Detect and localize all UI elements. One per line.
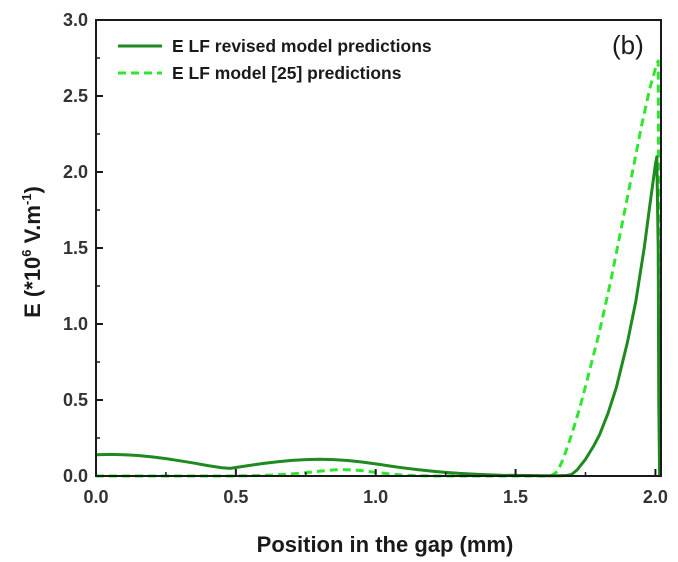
x-tick-label: 2.0	[643, 487, 668, 507]
x-axis-title: Position in the gap (mm)	[257, 532, 514, 557]
series-line-revised	[95, 155, 662, 478]
y-tick-label: 2.5	[63, 86, 88, 106]
legend: E LF revised model predictions E LF mode…	[118, 36, 432, 83]
y-tick-label: 2.0	[63, 162, 88, 182]
legend-label-model25: E LF model [25] predictions	[172, 63, 402, 83]
y-tick-label: 0.0	[63, 466, 88, 486]
y-tick-label: 0.5	[63, 390, 88, 410]
panel-label: (b)	[612, 30, 644, 60]
tick-layer: 0.0 0.5 1.0 1.5 2.0 0.0 0.5 1.0 1.5 2.0 2.5 3.0	[63, 10, 668, 507]
x-tick-label: 0.0	[83, 487, 108, 507]
y-tick-label: 1.5	[63, 238, 88, 258]
x-tick-label: 0.5	[223, 487, 248, 507]
x-tick-label: 1.0	[363, 487, 388, 507]
y-tick-label: 1.0	[63, 314, 88, 334]
y-tick-label: 3.0	[63, 10, 88, 30]
y-axis-title: E (*106 V.m-1)	[19, 186, 45, 318]
series-layer	[95, 59, 662, 478]
plot-background	[96, 20, 661, 476]
x-tick-label: 1.5	[503, 487, 528, 507]
legend-label-revised: E LF revised model predictions	[172, 36, 432, 56]
